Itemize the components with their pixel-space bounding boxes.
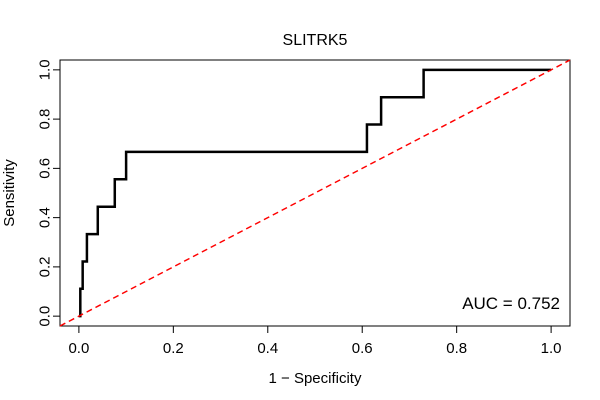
y-tick-label: 0.6 — [37, 158, 54, 179]
y-tick-label: 0.0 — [37, 306, 54, 327]
y-tick-label: 1.0 — [37, 59, 54, 80]
chart-title: SLITRK5 — [283, 32, 348, 49]
y-axis: 0.0 0.2 0.4 0.6 0.8 1.0 — [37, 59, 61, 327]
y-tick-label: 0.2 — [37, 256, 54, 277]
x-tick-label: 0.4 — [257, 340, 278, 357]
x-tick-label: 0.8 — [446, 340, 467, 357]
x-tick-label: 0.2 — [163, 340, 184, 357]
x-tick-label: 1.0 — [541, 340, 562, 357]
auc-annotation: AUC = 0.752 — [462, 294, 560, 313]
y-axis-label: Sensitivity — [1, 159, 18, 227]
y-tick-label: 0.8 — [37, 109, 54, 130]
reference-diagonal — [59, 59, 571, 327]
series-layer — [59, 59, 571, 327]
plot-frame — [59, 59, 571, 327]
y-tick-label: 0.4 — [37, 207, 54, 228]
x-axis: 0.0 0.2 0.4 0.6 0.8 1.0 — [68, 325, 562, 357]
x-tick-label: 0.6 — [352, 340, 373, 357]
x-tick-label: 0.0 — [68, 340, 89, 357]
x-axis-label: 1 − Specificity — [269, 370, 362, 387]
roc-curve — [78, 68, 552, 318]
